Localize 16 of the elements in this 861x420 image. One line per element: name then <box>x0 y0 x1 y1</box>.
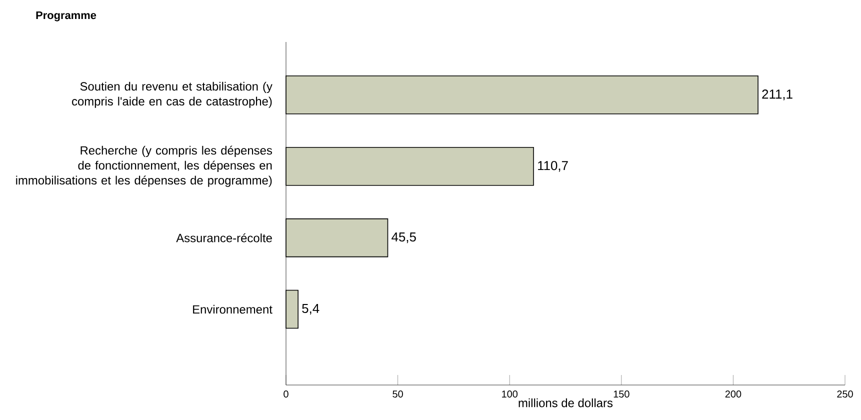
x-tick-label: 250 <box>837 390 853 398</box>
y-tick-label: Recherche (y compris les dépenses de fonctionnement, les dépenses en immobilisations et les dépenses de programme) <box>16 146 272 187</box>
x-axis-title: millions de dollars <box>518 398 613 408</box>
x-tick-label: 100 <box>502 390 518 398</box>
data-label: 110,7 <box>538 160 568 172</box>
data-label: 5,4 <box>302 304 320 315</box>
x-tick-label: 0 <box>284 390 288 398</box>
data-label: 211,1 <box>762 90 792 100</box>
y-tick-label: Soutien du revenu et stabilisation (y compris l'aide en cas de catastrophe) <box>72 82 272 108</box>
y-axis-title: Programme <box>36 11 96 22</box>
y-tick-label: Environnement <box>193 304 272 314</box>
data-label: 45,5 <box>392 232 416 244</box>
x-tick-label: 150 <box>614 390 630 398</box>
x-tick-label: 50 <box>392 390 403 398</box>
x-tick-label: 200 <box>725 390 742 398</box>
y-tick-label: Assurance-récolte <box>176 233 272 242</box>
